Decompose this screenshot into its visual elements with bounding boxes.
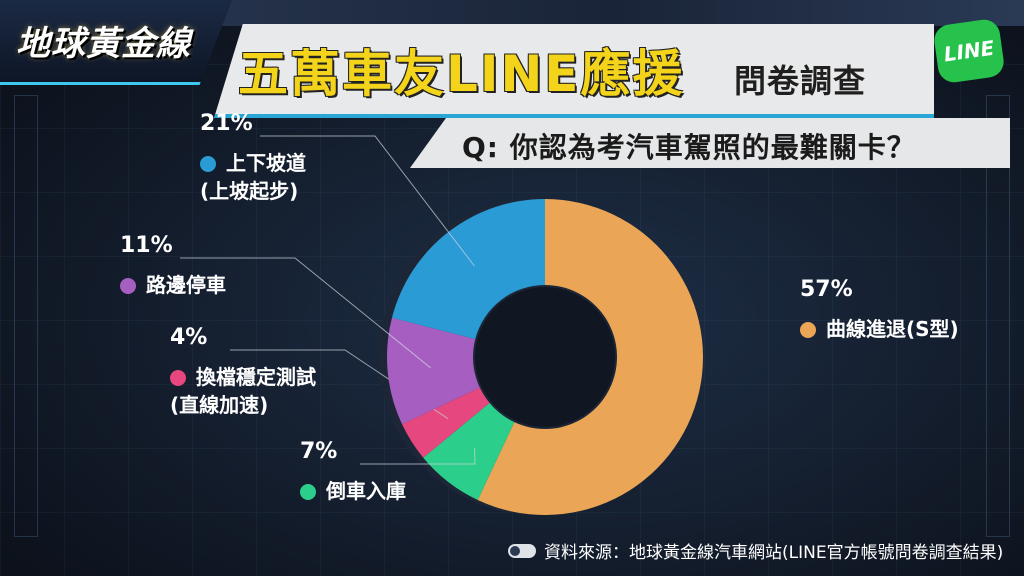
- slice-label-3-line2: (直線加速): [170, 393, 268, 417]
- legend-dot-2: [300, 484, 316, 500]
- legend-dot-1: [800, 322, 816, 338]
- donut-slice-1: [477, 199, 703, 515]
- question-text: Q: 你認為考汽車駕照的最難關卡？: [462, 131, 916, 164]
- leader-line-2: [360, 447, 476, 465]
- hud-right-frame: [986, 95, 1010, 537]
- page-subtitle: 問卷調查: [734, 62, 867, 100]
- source-text: 資料來源：地球黃金線汽車網站(LINE官方帳號問卷調查結果): [544, 543, 1004, 563]
- slice-label-4: 路邊停車: [146, 273, 226, 297]
- leader-line-5: [260, 135, 475, 267]
- toggle-icon: [508, 543, 536, 558]
- slice-label-1: 曲線進退(S型): [826, 317, 959, 341]
- source-note: 資料來源：地球黃金線汽車網站(LINE官方帳號問卷調查結果): [508, 538, 1003, 563]
- donut-hole: [475, 287, 615, 427]
- legend-dot-4: [120, 278, 136, 294]
- hud-left-frame: [14, 95, 38, 537]
- slice-label-5: 上下坡道: [226, 151, 306, 175]
- slice-label-2: 倒車入庫: [325, 479, 406, 503]
- page-title: 五萬車友LINE應援: [238, 45, 685, 103]
- pct-label-5: 21%: [200, 111, 253, 136]
- show-logo: 地球黃金線: [16, 24, 191, 64]
- pct-label-2: 7%: [300, 439, 337, 464]
- question-panel: [410, 118, 1010, 168]
- donut-slice-4: [387, 317, 480, 425]
- pct-label-4: 11%: [120, 233, 173, 258]
- donut-slice-5: [391, 199, 545, 340]
- slice-label-5-line2: (上坡起步): [200, 179, 298, 203]
- donut-slice-3: [402, 387, 490, 458]
- leader-line-4: [180, 257, 431, 369]
- pct-label-3: 4%: [170, 325, 207, 350]
- logo-panel: [0, 0, 232, 85]
- legend-dot-5: [200, 156, 216, 172]
- donut-slice-2: [423, 402, 515, 500]
- slice-label-3: 換檔穩定測試: [196, 365, 316, 389]
- pct-label-1: 57%: [800, 277, 853, 302]
- title-panel: [214, 24, 934, 118]
- legend-dot-3: [170, 370, 186, 386]
